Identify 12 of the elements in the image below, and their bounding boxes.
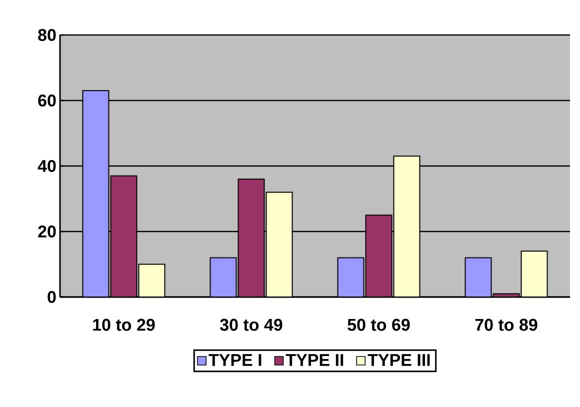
y-tick-label: 20 [38, 225, 56, 238]
y-tick-label: 40 [38, 160, 56, 172]
y-tick-label: 60 [38, 94, 56, 107]
x-tick-label: 10 to 29 [93, 318, 155, 331]
legend-label: TYPE II [286, 354, 344, 366]
x-tick-label: 30 to 49 [220, 318, 282, 331]
x-tick-label: 50 to 69 [348, 318, 410, 331]
x-tick-label: 70 to 89 [475, 318, 538, 331]
y-tick-label: 80 [38, 28, 56, 42]
legend-label: TYPE III [368, 354, 430, 366]
legend-label: TYPE I [208, 354, 262, 366]
y-tick-label: 0 [48, 290, 56, 304]
